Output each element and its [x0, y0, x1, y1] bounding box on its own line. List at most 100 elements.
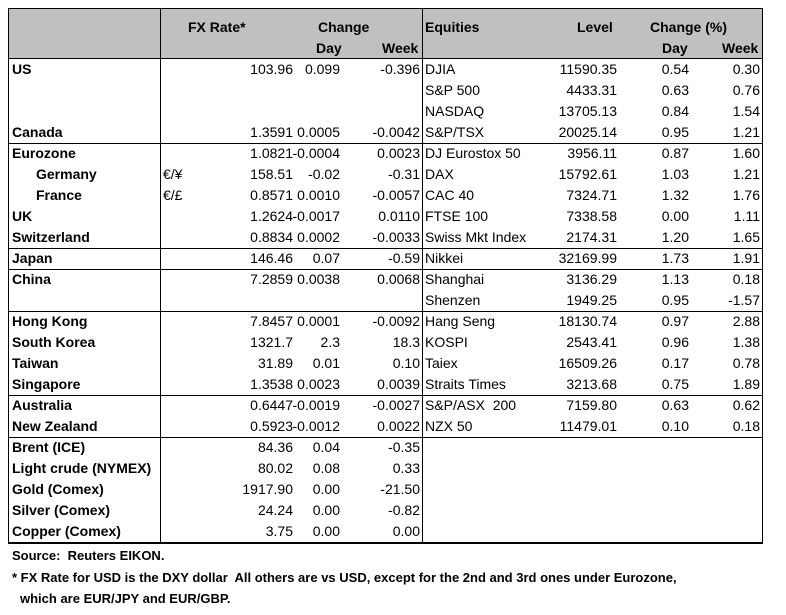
- change-week: 0.0110: [378, 208, 420, 224]
- equity-day: 1.03: [661, 166, 689, 182]
- change-day: 0.00: [312, 523, 340, 539]
- equity-week: 0.18: [732, 271, 760, 287]
- change-day: -0.0012: [292, 418, 340, 434]
- row-label: UK: [12, 208, 33, 224]
- equity-day: 0.95: [661, 124, 689, 140]
- level: 16509.26: [558, 355, 617, 371]
- row-label: Light crude (NYMEX): [12, 460, 152, 476]
- change-week: -0.0042: [372, 124, 420, 140]
- row-label: Germany: [36, 166, 97, 182]
- header: Week: [722, 40, 759, 56]
- equity-day: 0.10: [661, 418, 689, 434]
- level: 1949.25: [566, 292, 617, 308]
- equity-day: 0.63: [661, 82, 689, 98]
- change-week: -0.396: [380, 61, 420, 77]
- equity-name: S&P/ASX 200: [425, 397, 517, 413]
- row-label: New Zealand: [12, 418, 98, 434]
- fx-rate: 80.02: [257, 460, 293, 476]
- fx-rate: 84.36: [257, 439, 293, 455]
- header: Equities: [425, 19, 480, 35]
- border: [422, 437, 762, 438]
- row-label: France: [36, 187, 82, 203]
- row-label: Switzerland: [12, 229, 90, 245]
- fx-rate: 0.5923: [250, 418, 293, 434]
- equity-name: Nikkei: [425, 250, 464, 266]
- change-week: -21.50: [380, 481, 420, 497]
- change-day: 0.0023: [297, 376, 340, 392]
- equity-name: Shanghai: [425, 271, 485, 287]
- change-week: 0.0068: [377, 271, 420, 287]
- equity-day: 0.00: [661, 208, 689, 224]
- fx-rate: 1.2624: [250, 208, 293, 224]
- border: [8, 542, 763, 544]
- level: 7159.80: [566, 397, 617, 413]
- change-day: 0.00: [312, 502, 340, 518]
- fx-rate: 1321.7: [250, 334, 293, 350]
- row-label: Eurozone: [12, 145, 76, 161]
- equity-day: 1.20: [661, 229, 689, 245]
- level: 15792.61: [558, 166, 617, 182]
- change-day: 0.07: [312, 250, 340, 266]
- border: [762, 8, 763, 542]
- header: Change (%): [650, 19, 727, 35]
- border: [422, 8, 423, 542]
- level: 3956.11: [567, 145, 617, 161]
- header: Week: [382, 40, 419, 56]
- equity-name: S&P 500: [425, 82, 481, 98]
- level: 3136.29: [566, 271, 617, 287]
- change-day: 0.099: [304, 61, 340, 77]
- change-day: -0.0019: [292, 397, 340, 413]
- fx-rate: 0.8571: [250, 187, 293, 203]
- row-separator: [8, 269, 763, 270]
- change-week: -0.0027: [372, 397, 420, 413]
- equity-week: 1.89: [732, 376, 760, 392]
- row-label: Gold (Comex): [12, 481, 104, 497]
- change-day: -0.0004: [292, 145, 340, 161]
- change-week: -0.0092: [372, 313, 420, 329]
- equity-name: Shenzen: [425, 292, 481, 308]
- row-separator: [8, 395, 763, 396]
- fx-rate: 7.2859: [250, 271, 293, 287]
- level: 3213.68: [566, 376, 617, 392]
- change-day: 0.0010: [297, 187, 340, 203]
- equity-day: 0.84: [661, 103, 689, 119]
- fx-rate: 0.6447: [250, 397, 293, 413]
- header: Level: [577, 19, 613, 35]
- note: * FX Rate for USD is the DXY dollar All …: [12, 570, 677, 585]
- equity-name: FTSE 100: [425, 208, 489, 224]
- row-label: US: [12, 61, 32, 77]
- equity-week: 2.88: [732, 313, 760, 329]
- fx-rate: 24.24: [257, 502, 293, 518]
- equity-name: DJ Eurostox 50: [425, 145, 521, 161]
- change-week: -0.31: [388, 166, 420, 182]
- change-week: 0.0023: [377, 145, 420, 161]
- border: [8, 58, 763, 59]
- change-day: 0.0001: [297, 313, 340, 329]
- equity-week: 0.78: [732, 355, 760, 371]
- fx-rate: 103.96: [250, 61, 293, 77]
- currency-pair: €/¥: [163, 166, 183, 182]
- change-week: 0.0022: [377, 418, 420, 434]
- level: 18130.74: [558, 313, 617, 329]
- change-day: 0.0005: [297, 124, 340, 140]
- equity-day: 1.13: [661, 271, 689, 287]
- equity-week: 1.54: [732, 103, 760, 119]
- equity-day: 0.54: [661, 61, 689, 77]
- level: 7338.58: [566, 208, 617, 224]
- equity-day: 1.73: [661, 250, 689, 266]
- equity-week: 1.11: [733, 208, 760, 224]
- fx-rate: 0.8834: [250, 229, 293, 245]
- fx-rate: 1.3538: [250, 376, 293, 392]
- equity-day: 0.95: [661, 292, 689, 308]
- change-week: 18.3: [392, 334, 420, 350]
- change-day: 0.0002: [297, 229, 340, 245]
- equity-name: Hang Seng: [425, 313, 496, 329]
- level: 20025.14: [558, 124, 617, 140]
- border: [8, 8, 763, 9]
- border: [160, 8, 161, 542]
- fx-rate: 158.51: [250, 166, 293, 182]
- equity-week: -1.57: [728, 292, 760, 308]
- note: which are EUR/JPY and EUR/GBP.: [20, 591, 231, 606]
- level: 13705.13: [558, 103, 617, 119]
- row-label: Taiwan: [12, 355, 59, 371]
